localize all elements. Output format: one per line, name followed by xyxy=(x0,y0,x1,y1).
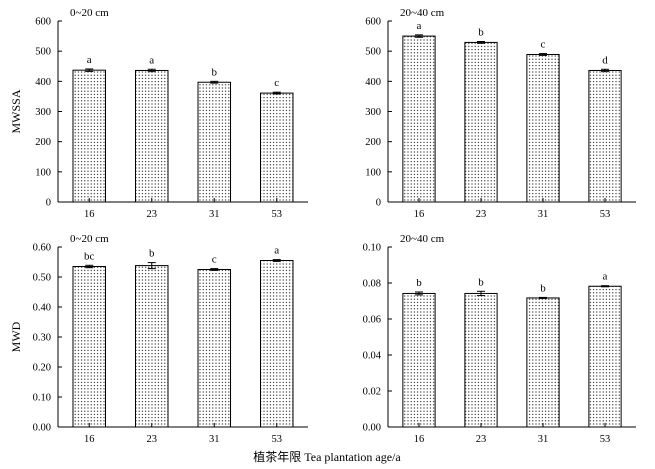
figure-x-axis-label: 植茶年限 Tea plantation age/a xyxy=(253,449,401,464)
chart-top-left-bar xyxy=(72,69,106,203)
chart-bottom-left-significance-label: a xyxy=(274,245,279,257)
chart-top-left-significance-label: c xyxy=(274,77,279,89)
chart-top-left-y-tick-label: 200 xyxy=(35,137,51,148)
chart-top-right-x-tick-label: 53 xyxy=(600,209,611,220)
chart-bottom-right-y-tick-label: 0.08 xyxy=(363,279,381,290)
chart-bottom-left-y-tick-label: 0.40 xyxy=(33,303,51,314)
chart-bottom-right-bar xyxy=(464,292,498,428)
chart-top-right-bar xyxy=(526,53,560,203)
chart-bottom-right-significance-label: b xyxy=(416,277,422,289)
chart-top-left: 0 100 200 300 400 500 600 a 16 a 23 b 31 c 53 0~20 cm MW… xyxy=(9,7,308,220)
chart-top-right-y-tick-label: 100 xyxy=(365,167,381,178)
chart-top-left-x-tick-label: 16 xyxy=(84,209,95,220)
chart-bottom-left-y-tick-label: 0.00 xyxy=(33,423,51,434)
chart-bottom-right-significance-label: a xyxy=(603,271,608,283)
chart-bottom-right-x-tick-label: 31 xyxy=(538,434,549,445)
chart-top-left-significance-label: a xyxy=(149,54,154,66)
chart-top-right-y-tick-label: 500 xyxy=(365,47,381,58)
chart-top-left-y-tick-label: 100 xyxy=(35,167,51,178)
chart-bottom-right-y-tick-label: 0.06 xyxy=(363,315,381,326)
chart-bottom-right-bar xyxy=(526,297,560,428)
chart-bottom-left-significance-label: c xyxy=(212,254,217,266)
chart-bottom-left-y-tick-label: 0.60 xyxy=(33,243,51,254)
chart-bottom-left-bar xyxy=(72,266,106,428)
chart-top-left-y-tick-label: 600 xyxy=(35,17,51,28)
chart-bottom-right-x-tick-label: 23 xyxy=(476,434,487,445)
chart-top-right-y-tick-label: 600 xyxy=(365,17,381,28)
chart-top-left-y-tick-label: 400 xyxy=(35,77,51,88)
chart-bottom-left-significance-label: b xyxy=(149,248,155,260)
chart-bottom-left-x-tick-label: 23 xyxy=(147,434,158,445)
chart-top-left-y-tick-label: 0 xyxy=(46,198,51,209)
chart-top-right: 0 100 200 300 400 500 600 a 16 b 23 c 31 d 53 20~40 cm xyxy=(365,7,636,220)
chart-top-left-significance-label: b xyxy=(212,66,218,78)
chart-bottom-left-x-tick-label: 31 xyxy=(209,434,220,445)
chart-bottom-right-y-tick-label: 0.02 xyxy=(363,387,381,398)
chart-bottom-left-y-tick-label: 0.10 xyxy=(33,393,51,404)
chart-top-right-y-tick-label: 400 xyxy=(365,77,381,88)
chart-bottom-right-x-tick-label: 53 xyxy=(600,434,611,445)
chart-bottom-left-title: 0~20 cm xyxy=(70,233,109,245)
chart-bottom-right-bar xyxy=(588,285,622,428)
chart-bottom-left-y-axis-label: MWD xyxy=(9,321,23,352)
chart-top-right-bar xyxy=(402,35,436,203)
chart-bottom-left-y-tick-label: 0.50 xyxy=(33,273,51,284)
chart-bottom-left-significance-label: bc xyxy=(84,250,95,262)
chart-top-left-x-tick-label: 31 xyxy=(209,209,220,220)
chart-top-left-y-tick-label: 300 xyxy=(35,107,51,118)
chart-bottom-left-bar xyxy=(197,269,231,428)
chart-top-left-y-axis-label: MWSSA xyxy=(9,89,23,133)
chart-top-right-bar xyxy=(588,69,622,203)
chart-top-right-title: 20~40 cm xyxy=(400,7,445,19)
chart-top-right-y-tick-label: 0 xyxy=(376,198,381,209)
chart-bottom-left: 0.00 0.10 0.20 0.30 0.40 0.50 0.60 bc 16 b 23 c 31 a 5… xyxy=(9,233,308,445)
chart-top-right-x-tick-label: 23 xyxy=(476,209,487,220)
chart-top-right-x-tick-label: 31 xyxy=(538,209,549,220)
chart-bottom-right-title: 20~40 cm xyxy=(400,233,445,245)
chart-top-left-bar xyxy=(197,81,231,203)
chart-bottom-left-y-tick-label: 0.20 xyxy=(33,363,51,374)
chart-bottom-right-significance-label: b xyxy=(540,282,546,294)
chart-bottom-left-x-tick-label: 16 xyxy=(84,434,95,445)
chart-top-left-y-tick-label: 500 xyxy=(35,47,51,58)
chart-top-left-title: 0~20 cm xyxy=(70,7,109,19)
chart-bottom-right-y-tick-label: 0.00 xyxy=(363,423,381,434)
chart-bottom-left-x-tick-label: 53 xyxy=(272,434,283,445)
chart-top-left-x-tick-label: 23 xyxy=(147,209,158,220)
chart-bottom-right-y-tick-label: 0.04 xyxy=(363,351,382,362)
chart-top-right-y-tick-label: 200 xyxy=(365,137,381,148)
chart-bottom-right-y-tick-label: 0.10 xyxy=(363,243,381,254)
chart-bottom-left-bar xyxy=(135,265,169,428)
chart-top-right-y-tick-label: 300 xyxy=(365,107,381,118)
chart-top-right-x-tick-label: 16 xyxy=(414,209,425,220)
chart-top-right-significance-label: d xyxy=(602,54,608,66)
chart-top-left-significance-label: a xyxy=(87,54,92,66)
chart-bottom-right: 0.00 0.02 0.04 0.06 0.08 0.10 b 16 b 23 b 31 a 53 20~4… xyxy=(363,233,636,445)
chart-top-right-significance-label: c xyxy=(541,39,546,51)
chart-top-left-x-tick-label: 53 xyxy=(272,209,283,220)
chart-bottom-right-bar xyxy=(402,292,436,428)
chart-bottom-left-bar xyxy=(260,260,294,428)
chart-bottom-right-x-tick-label: 16 xyxy=(414,434,425,445)
chart-bottom-left-y-tick-label: 0.30 xyxy=(33,333,51,344)
chart-top-left-bar xyxy=(260,92,294,203)
chart-top-right-significance-label: b xyxy=(478,27,484,39)
chart-top-right-bar xyxy=(464,41,498,203)
chart-top-left-bar xyxy=(135,69,169,203)
chart-top-right-significance-label: a xyxy=(417,20,422,32)
chart-bottom-right-significance-label: b xyxy=(478,276,484,288)
